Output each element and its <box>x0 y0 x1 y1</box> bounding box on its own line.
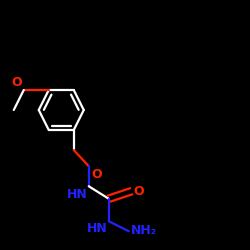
Text: NH₂: NH₂ <box>131 224 158 237</box>
Text: HN: HN <box>87 222 108 235</box>
Text: O: O <box>92 168 102 180</box>
Text: HN: HN <box>67 188 87 200</box>
Text: O: O <box>134 185 144 198</box>
Text: O: O <box>12 76 22 89</box>
